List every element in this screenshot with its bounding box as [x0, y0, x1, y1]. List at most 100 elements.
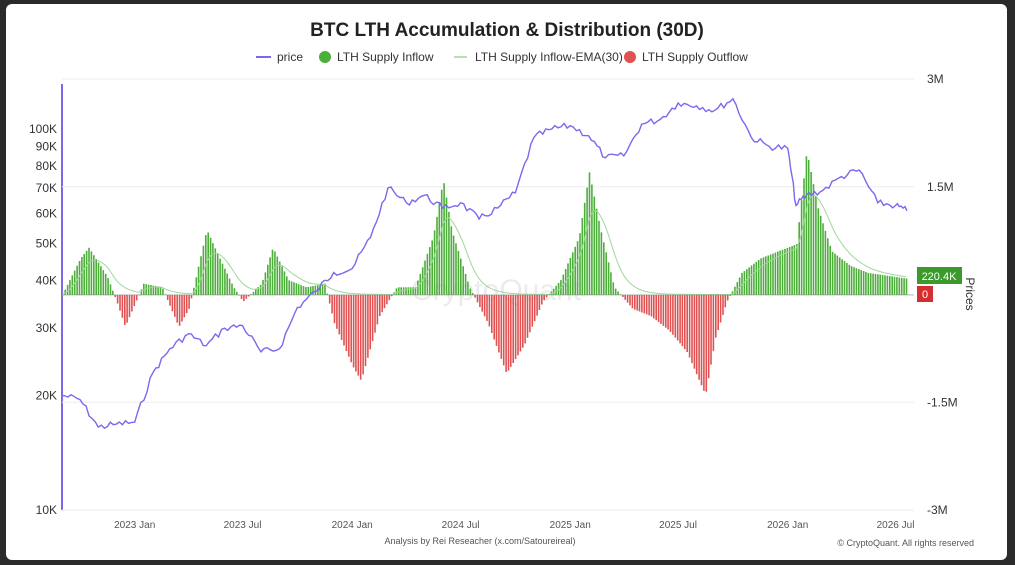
ema-line: [61, 194, 906, 295]
outflow-bar: [343, 295, 345, 346]
inflow-bar: [579, 233, 581, 295]
inflow-bar: [402, 287, 405, 295]
inflow-bar: [152, 285, 155, 295]
outflow-badge-value: 0: [922, 289, 928, 301]
outflow-bar: [681, 295, 684, 347]
inflow-bar: [64, 289, 66, 295]
inflow-bar: [288, 280, 290, 295]
footer-credit: Analysis by Rei Reseacher (x.com/Satoure…: [384, 536, 575, 546]
outflow-bar: [240, 295, 243, 299]
outflow-bar: [479, 295, 481, 307]
outflow-bar: [674, 295, 677, 338]
inflow-bar: [85, 250, 88, 295]
inflow-bar: [219, 258, 221, 295]
outflow-bar: [493, 295, 495, 340]
outflow-bar: [529, 295, 531, 333]
inflow-bar: [469, 288, 472, 295]
outflow-bar: [638, 295, 641, 312]
inflow-bar: [598, 220, 600, 295]
outflow-bar: [626, 295, 629, 303]
outflow-bar: [166, 295, 169, 300]
inflow-bar: [97, 262, 100, 295]
outflow-bar: [645, 295, 648, 315]
outflow-bar: [517, 295, 519, 356]
inflow-bar: [772, 253, 774, 295]
outflow-bar: [715, 295, 717, 338]
outflow-bar: [188, 295, 190, 309]
outflow-bar: [502, 295, 505, 366]
inflow-bar: [69, 280, 71, 295]
x-tick-label: 2023 Jul: [224, 520, 262, 531]
inflow-bar: [567, 263, 569, 295]
x-tick-label: 2023 Jan: [114, 520, 155, 531]
right-axis-label: Prices: [963, 277, 977, 310]
inflow-bar: [827, 238, 829, 295]
inflow-bar: [905, 278, 908, 295]
outflow-bar: [522, 295, 524, 348]
inflow-bar: [612, 282, 615, 295]
x-axis: 2023 Jan 2023 Jul 2024 Jan 2024 Jul 2025 Jan…: [114, 520, 914, 531]
outflow-bar: [669, 295, 672, 332]
inflow-bar: [777, 251, 779, 295]
outflow-bar: [691, 295, 693, 364]
outflow-bar: [379, 295, 381, 316]
inflow-bar: [278, 261, 281, 295]
outflow-bar: [684, 295, 686, 350]
inflow-bar: [555, 285, 557, 295]
inflow-bar: [295, 283, 298, 295]
inflow-bar: [433, 230, 436, 295]
inflow-bar: [195, 277, 198, 295]
inflow-bar: [200, 256, 202, 295]
inflow-bar: [877, 274, 879, 295]
inflow-bar: [255, 289, 257, 295]
inflow-bar: [452, 235, 455, 295]
inflow-bar: [862, 271, 865, 295]
outflow-bar: [352, 295, 355, 368]
outflow-bar: [710, 295, 712, 365]
inflow-bar: [889, 276, 891, 295]
outflow-bar: [624, 295, 626, 300]
inflow-bar: [276, 256, 279, 295]
legend: price LTH Supply Inflow LTH Supply Inflo…: [256, 50, 748, 64]
outflow-bar: [174, 295, 176, 317]
x-tick-label: 2025 Jan: [550, 520, 591, 531]
inflow-bar: [407, 287, 410, 295]
right-tick-label: 1.5M: [927, 180, 954, 194]
inflow-bar: [471, 293, 474, 295]
inflow-bar: [109, 284, 112, 295]
inflow-bar: [157, 286, 159, 295]
outflow-bar: [667, 295, 669, 330]
inflow-bar: [746, 269, 748, 295]
inflow-bar: [760, 258, 762, 295]
outflow-bar: [514, 295, 517, 360]
inflow-bar: [865, 272, 867, 295]
outflow-bar: [531, 295, 534, 327]
inflow-bar: [738, 277, 741, 295]
inflow-bar: [812, 184, 815, 295]
left-tick-label: 80K: [36, 159, 57, 173]
inflow-bar: [464, 273, 467, 295]
inflow-bar: [810, 172, 812, 295]
outflow-bar: [629, 295, 631, 306]
outflow-bar: [381, 295, 383, 313]
legend-outflow-swatch: [624, 51, 636, 63]
outflow-bar: [643, 295, 646, 314]
outflow-bar: [135, 295, 138, 301]
inflow-bar: [460, 258, 462, 295]
x-tick-label: 2024 Jul: [442, 520, 480, 531]
inflow-bar: [319, 284, 321, 295]
outflow-bar: [724, 295, 727, 308]
inflow-bar: [743, 271, 746, 295]
inflow-bar: [297, 284, 300, 295]
inflow-bar: [259, 284, 262, 295]
inflow-bar: [831, 251, 834, 295]
outflow-bar: [650, 295, 653, 317]
inflow-bar: [274, 251, 276, 295]
inflow-bar: [588, 172, 591, 295]
outflow-bar: [655, 295, 657, 321]
outflow-bar: [676, 295, 679, 341]
inflow-bar: [159, 287, 162, 295]
outflow-bar: [364, 295, 367, 367]
inflow-bar: [769, 254, 772, 295]
inflow-bar: [779, 250, 781, 295]
